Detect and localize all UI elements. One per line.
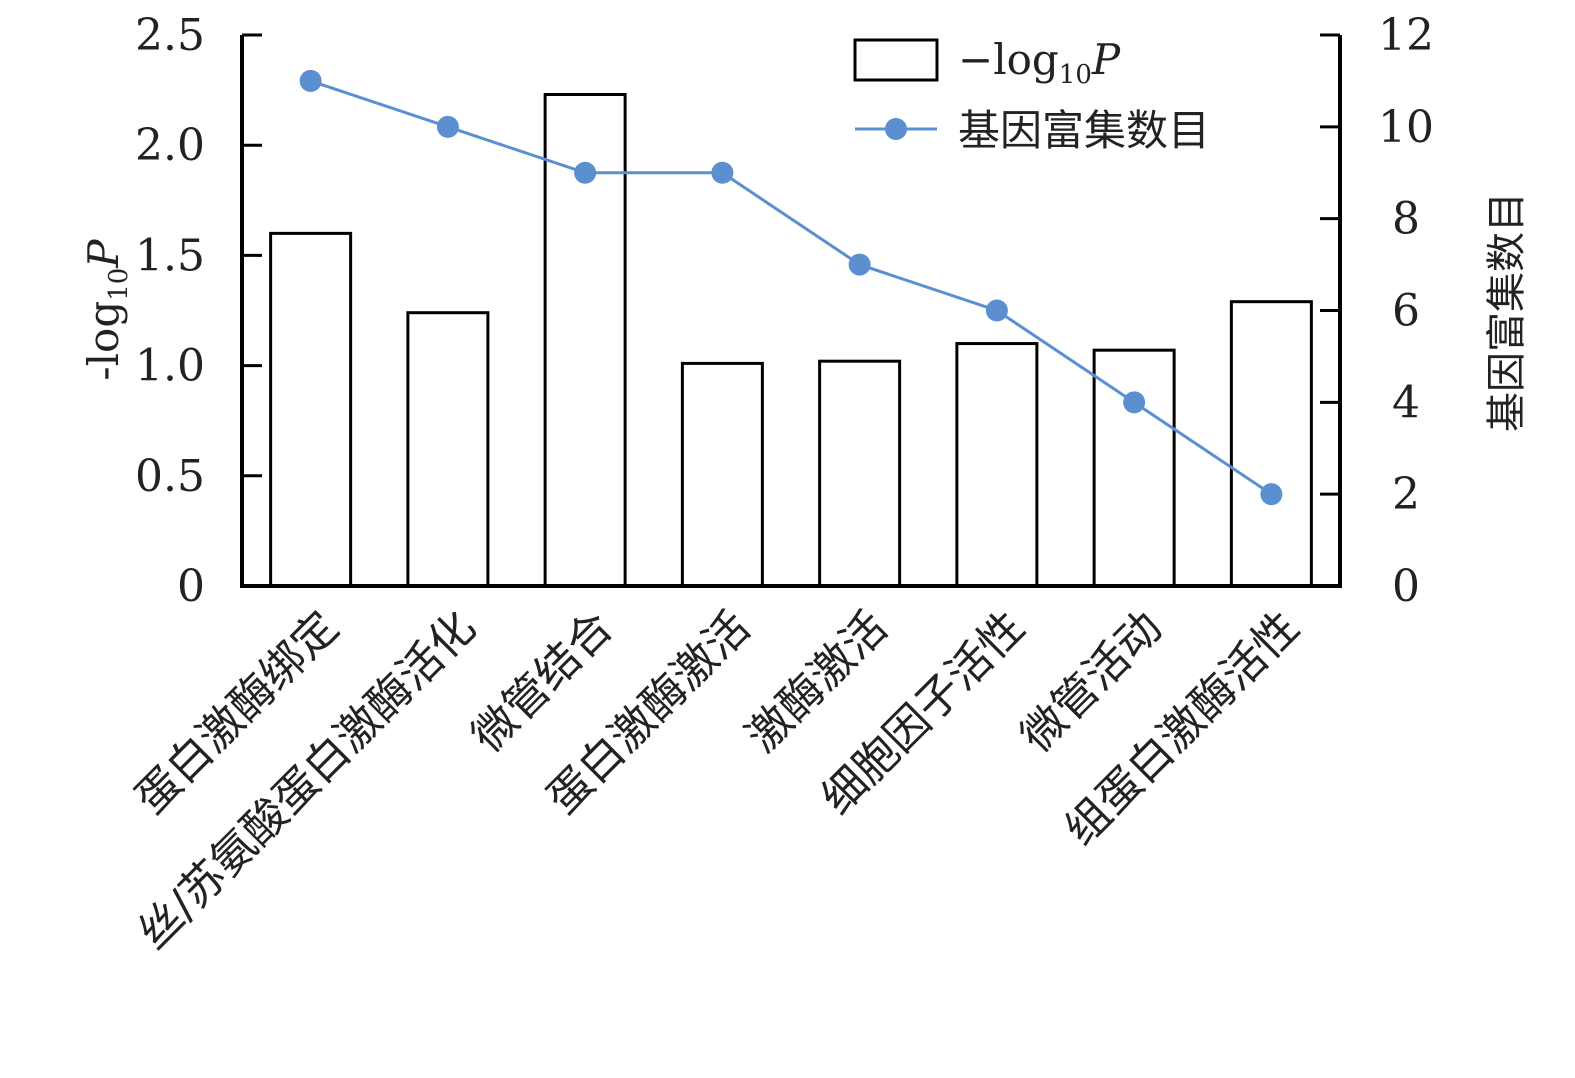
line-path — [310, 79, 1273, 496]
left-axis-ticks: 0 0.5 1.0 1.5 2.0 2.5 — [135, 10, 262, 612]
left-tick-label: 0.5 — [135, 451, 205, 502]
left-axis-title-sub: 10 — [104, 268, 134, 301]
legend-bar-swatch — [853, 38, 939, 82]
left-tick-label: 0 — [177, 561, 205, 612]
left-axis-title-prefix: -log — [79, 301, 128, 381]
bar — [1229, 300, 1313, 588]
right-tick-label: 6 — [1392, 286, 1420, 337]
left-tick-label: 1.0 — [135, 341, 205, 392]
right-tick-label: 2 — [1392, 469, 1420, 520]
right-tick-label: 4 — [1392, 377, 1420, 428]
legend-bar-suffix: P — [1091, 35, 1121, 84]
x-axis-labels: 蛋白激酶绑定丝/苏氨酸蛋白激酶活化微管结合蛋白激酶激活激酶激活细胞因子活性微管活… — [126, 602, 1309, 960]
legend-line-label: 基因富集数目 — [958, 106, 1210, 155]
line-point — [985, 299, 1008, 322]
legend-bar-sub: 10 — [1059, 60, 1092, 90]
bar — [406, 311, 490, 588]
bar-series — [269, 93, 1313, 588]
right-axis-ticks: 0 2 4 6 8 10 12 — [1320, 10, 1434, 612]
legend: −log10P 基因富集数目 — [853, 35, 1210, 155]
legend-line-marker — [885, 118, 907, 140]
bar — [818, 359, 902, 588]
left-axis-title-suffix: P — [79, 239, 128, 269]
line-point — [711, 161, 734, 184]
line-point — [1123, 391, 1146, 414]
bar — [269, 231, 353, 588]
right-axis-title: 基因富集数目 — [1484, 192, 1530, 432]
left-axis-title: -log10P — [79, 239, 134, 381]
legend-bar-label: −log10P — [958, 35, 1121, 90]
x-tick-label: 组蛋白激酶活性 — [1055, 602, 1309, 856]
right-tick-label: 0 — [1392, 561, 1420, 612]
line-point — [1260, 483, 1283, 506]
line-series — [299, 69, 1283, 506]
left-tick-label: 1.5 — [135, 230, 205, 281]
left-tick-label: 2.5 — [135, 10, 205, 61]
bar — [680, 361, 764, 588]
bar — [955, 342, 1039, 588]
right-tick-label: 10 — [1378, 102, 1434, 153]
line-point — [436, 115, 459, 138]
right-tick-label: 12 — [1378, 10, 1434, 61]
legend-bar-prefix: −log — [958, 35, 1059, 84]
left-tick-label: 2.0 — [135, 120, 205, 171]
line-point — [574, 161, 597, 184]
bar — [1092, 348, 1176, 588]
line-point — [848, 253, 871, 276]
line-point — [299, 69, 322, 92]
right-tick-label: 8 — [1392, 194, 1420, 245]
